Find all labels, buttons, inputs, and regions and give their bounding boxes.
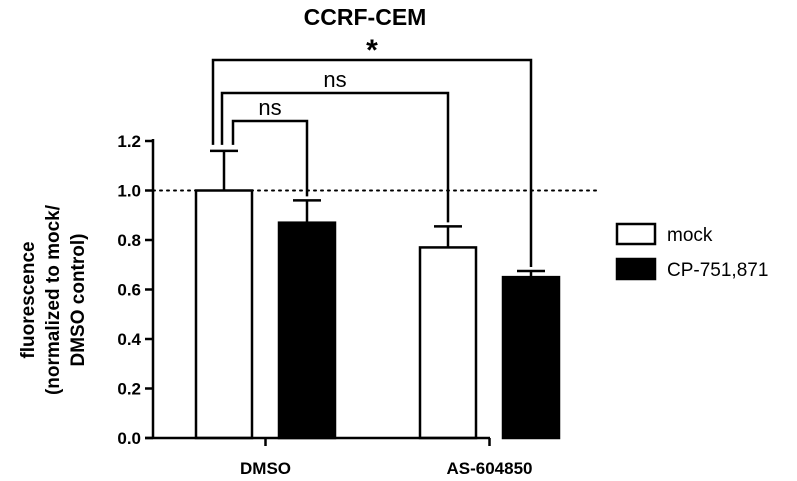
x-category-label-0: DMSO [240,459,291,478]
legend-swatch-cp [615,257,657,281]
y-tick-label-6: 1.2 [117,132,141,151]
bar-0-0 [194,189,254,440]
significance-label-1: ns [323,67,346,92]
y-axis-label-line-2: (normalized to mock/ [43,204,64,395]
bar-1-1 [501,275,561,440]
significance-bracket-2 [211,58,533,267]
legend-label-mock: mock [667,225,713,246]
legend-label-cp: CP-751,871 [667,260,768,281]
significance-label-0: ns [258,95,281,120]
y-axis-label-line-1: fluorescence [18,241,39,358]
significance-label-2: * [366,34,378,67]
y-tick-label-4: 0.8 [117,231,141,250]
plot-area: 0.0 0.2 0.4 0.6 0.8 1.0 1.2 DMSO AS-604850 ns ns * [117,34,601,478]
significance-bracket-0 [231,119,309,197]
bar-1-0 [277,221,337,440]
y-tick-label-2: 0.4 [117,330,141,349]
significance-bracket-1 [220,91,450,223]
chart-title: CCRF-CEM [304,4,427,30]
y-tick-label-0: 0.0 [117,429,141,448]
legend-swatch-mock [615,222,657,246]
y-tick-label-1: 0.2 [117,380,141,399]
y-tick-label-3: 0.6 [117,281,141,300]
x-category-label-1: AS-604850 [446,459,532,478]
y-tick-label-5: 1.0 [117,182,141,201]
bar-0-1 [418,246,478,440]
y-axis-label-line-3: DMSO control) [68,234,89,367]
y-axis-label: fluorescence (normalized to mock/ DMSO c… [18,204,89,395]
legend: mock CP-751,871 [615,222,768,281]
